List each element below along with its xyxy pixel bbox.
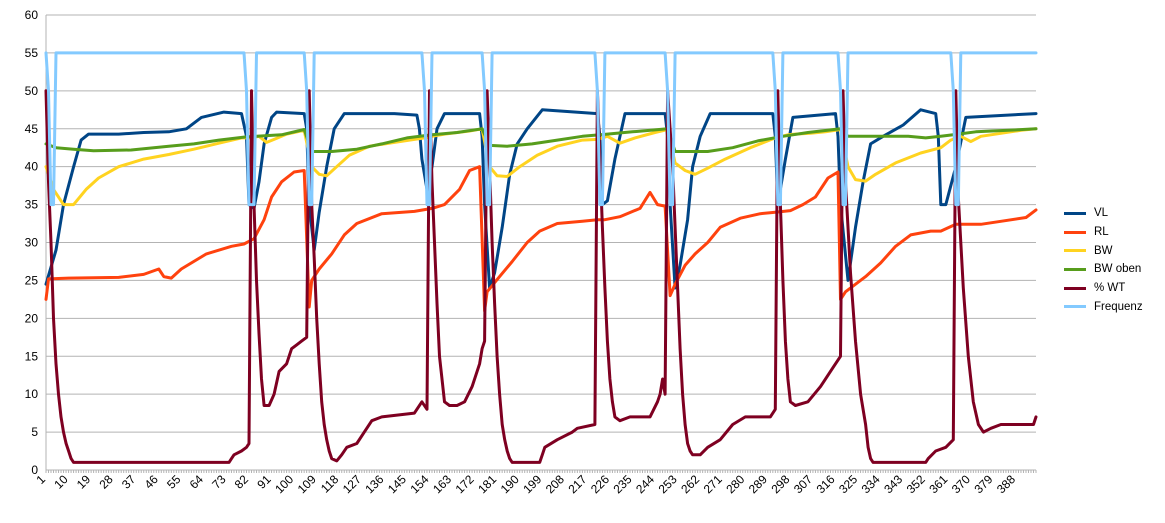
x-tick-label: 37 xyxy=(119,472,139,492)
legend-item: Frequenz xyxy=(1064,297,1143,316)
legend-label: Frequenz xyxy=(1094,300,1143,313)
x-tick-label: 127 xyxy=(340,472,364,496)
legend-label: VL xyxy=(1094,207,1109,220)
y-tick-label: 0 xyxy=(31,463,38,477)
legend-swatch xyxy=(1064,249,1086,253)
x-tick-label: 388 xyxy=(994,472,1018,496)
x-tick-label: 1 xyxy=(33,472,48,487)
legend-item: % WT xyxy=(1064,279,1143,298)
x-tick-label: 352 xyxy=(904,472,928,496)
x-tick-label: 118 xyxy=(318,472,342,496)
x-tick-label: 10 xyxy=(51,472,71,492)
legend-item: VL xyxy=(1064,204,1143,223)
series-line-rl xyxy=(44,165,1038,313)
legend-item: RL xyxy=(1064,223,1143,242)
x-tick-label: 145 xyxy=(385,472,409,496)
x-tick-label: 19 xyxy=(74,472,94,492)
legend: VL RL BW BW oben % WT Frequenz xyxy=(1064,204,1143,316)
legend-label: % WT xyxy=(1094,282,1126,295)
x-tick-label: 217 xyxy=(565,472,589,496)
y-tick-label: 15 xyxy=(25,349,39,363)
legend-swatch xyxy=(1064,305,1086,309)
x-tick-label: 100 xyxy=(272,472,296,496)
x-tick-label: 208 xyxy=(543,472,567,496)
series-line-wt xyxy=(44,89,1038,464)
y-tick-label: 30 xyxy=(25,236,39,250)
x-tick-label: 289 xyxy=(746,472,770,496)
x-tick-label: 199 xyxy=(520,472,544,496)
x-tick-label: 244 xyxy=(633,472,657,496)
x-tick-label: 325 xyxy=(836,472,860,496)
x-tick-label: 136 xyxy=(362,472,386,496)
grid-lines xyxy=(46,14,1036,471)
x-tick-label: 370 xyxy=(949,472,973,496)
x-tick-label: 64 xyxy=(187,472,207,492)
x-tick-label: 280 xyxy=(723,472,747,496)
legend-label: RL xyxy=(1094,226,1109,239)
x-tick-label: 154 xyxy=(408,472,432,496)
x-tick-label: 235 xyxy=(611,472,635,496)
y-tick-label: 40 xyxy=(25,160,39,174)
series-lines xyxy=(44,51,1038,464)
y-tick-label: 60 xyxy=(25,8,39,22)
x-tick-label: 46 xyxy=(142,472,162,492)
x-tick-label: 298 xyxy=(768,472,792,496)
x-tick-label: 226 xyxy=(588,472,612,496)
x-tick-label: 91 xyxy=(254,472,274,492)
y-tick-label: 55 xyxy=(25,46,39,60)
x-tick-label: 334 xyxy=(859,472,883,496)
x-tick-label: 181 xyxy=(475,472,499,496)
x-tick-label: 172 xyxy=(453,472,477,496)
x-tick-label: 316 xyxy=(814,472,838,496)
x-tick-label: 28 xyxy=(96,472,116,492)
legend-swatch xyxy=(1064,267,1086,271)
legend-label: BW oben xyxy=(1094,263,1142,276)
y-tick-label: 20 xyxy=(25,311,39,325)
y-tick-label: 50 xyxy=(25,84,39,98)
legend-swatch xyxy=(1064,230,1086,234)
x-tick-label: 253 xyxy=(656,472,680,496)
x-tick-label: 361 xyxy=(926,472,950,496)
legend-item: BW xyxy=(1064,241,1143,260)
series-line-frequenz xyxy=(44,51,1038,207)
x-tick-label: 379 xyxy=(971,472,995,496)
legend-swatch xyxy=(1064,286,1086,290)
x-tick-label: 190 xyxy=(498,472,522,496)
x-tick-label: 262 xyxy=(678,472,702,496)
series-line-bw-oben xyxy=(44,127,1038,153)
x-tick-label: 55 xyxy=(164,472,184,492)
y-tick-label: 45 xyxy=(25,122,39,136)
legend-label: BW xyxy=(1094,244,1113,257)
x-tick-label: 109 xyxy=(295,472,319,496)
x-tick-label: 271 xyxy=(701,472,725,496)
legend-swatch xyxy=(1064,211,1086,215)
y-tick-label: 5 xyxy=(31,425,38,439)
x-tick-label: 163 xyxy=(430,472,454,496)
x-tick-label: 343 xyxy=(881,472,905,496)
x-tick-label: 73 xyxy=(209,472,229,492)
y-tick-label: 35 xyxy=(25,198,39,212)
y-tick-label: 25 xyxy=(25,273,39,287)
x-tick-label: 82 xyxy=(232,472,252,492)
y-tick-label: 10 xyxy=(25,387,39,401)
x-tick-label: 307 xyxy=(791,472,815,496)
legend-item: BW oben xyxy=(1064,260,1143,279)
